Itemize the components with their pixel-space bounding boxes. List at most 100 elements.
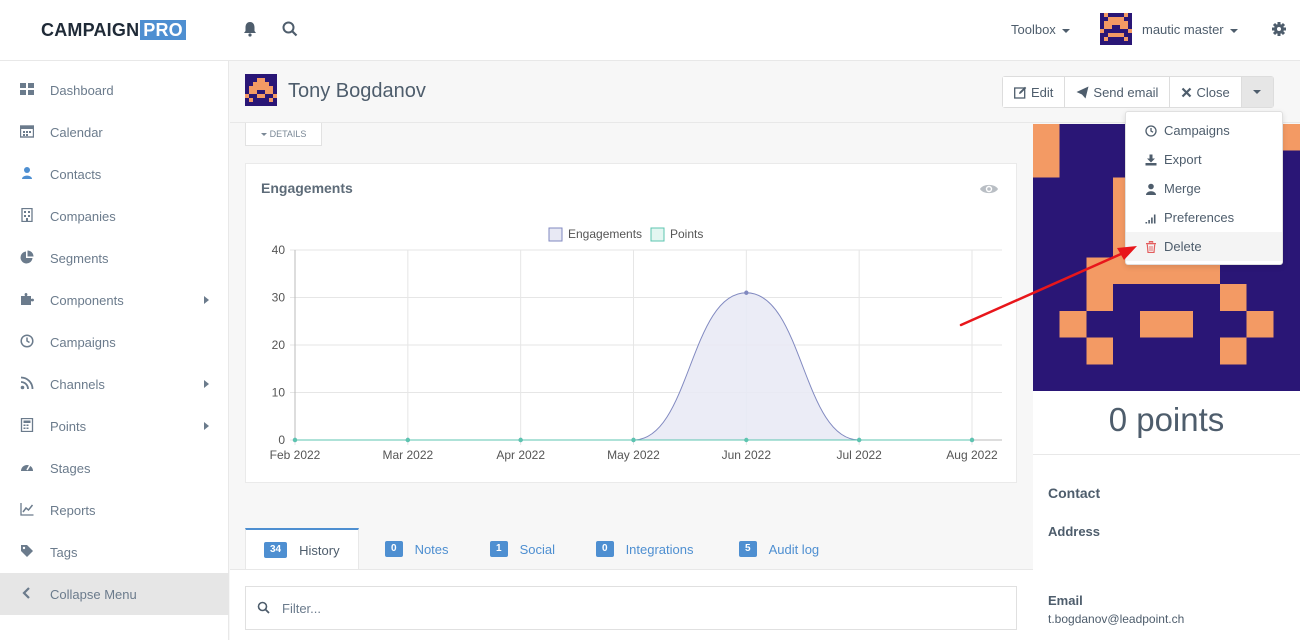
menu-item-label: Merge [1164,181,1201,196]
sidebar-item-label: Stages [50,461,91,476]
send-email-button[interactable]: Send email [1065,77,1171,107]
engagements-card: Engagements 0 10 20 30 40 Feb 2022 Mar 2022 Apr… [245,163,1017,483]
x-tick-label: Jun 2022 [722,448,772,462]
email-value[interactable]: t.bogdanov@leadpoint.ch [1048,612,1185,626]
data-point-points [744,437,749,443]
close-button[interactable]: Close [1170,77,1242,107]
menu-item-campaigns[interactable]: Campaigns [1126,116,1282,145]
sidebar-item-label: Reports [50,503,96,518]
user-menu[interactable]: mautic master [1142,22,1238,37]
toolbox-menu[interactable]: Toolbox [1011,22,1070,37]
chevron-right-icon [204,296,209,304]
brand-name: CAMPAIGN [41,20,140,40]
chevron-right-icon [204,380,209,388]
chevron-left-icon [20,586,36,602]
tab-history[interactable]: 34 History [245,528,359,570]
search-icon[interactable] [281,20,299,38]
details-toggle[interactable]: DETAILS [245,123,322,146]
tab-integrations[interactable]: 0 Integrations [596,528,694,570]
sidebar-item-segments[interactable]: Segments [0,237,229,279]
menu-item-label: Export [1164,152,1202,167]
download-icon [1145,154,1157,165]
eye-icon[interactable] [979,182,999,199]
chevron-down-icon [1061,28,1070,33]
gear-icon[interactable] [1271,21,1289,39]
sidebar-item-label: Collapse Menu [50,587,137,602]
bell-icon[interactable] [241,20,259,38]
send-icon [1076,86,1089,98]
rss-icon [20,376,36,392]
y-tick-label: 40 [272,243,286,257]
y-tick-label: 10 [272,386,286,400]
edit-icon [1014,86,1027,99]
sidebar-item-label: Segments [50,251,109,266]
series-area-engagements [295,292,972,440]
x-tick-label: Jul 2022 [836,448,882,462]
data-point-points [292,437,298,443]
brand-logo[interactable]: CAMPAIGN PRO [41,20,186,41]
menu-item-delete[interactable]: Delete [1126,232,1282,261]
pie-icon [20,250,36,266]
chevron-down-icon [1253,90,1262,94]
tab-count-badge: 1 [490,541,508,557]
sidebar: Dashboard Calendar Contacts Companies Se… [0,61,229,640]
sidebar-item-tags[interactable]: Tags [0,531,229,573]
collapse-menu-button[interactable]: Collapse Menu [0,573,229,615]
signal-icon [1145,214,1156,223]
tab-audit-log[interactable]: 5 Audit log [739,528,819,570]
toolbox-label: Toolbox [1011,22,1056,37]
menu-item-export[interactable]: Export [1126,145,1282,174]
sidebar-item-calendar[interactable]: Calendar [0,111,229,153]
sidebar-item-label: Campaigns [50,335,116,350]
sidebar-item-dashboard[interactable]: Dashboard [0,69,229,111]
contact-tabs: 34 History 0 Notes 1 Social 0 Integrations 5… [230,524,1033,570]
sidebar-item-stages[interactable]: Stages [0,447,229,489]
menu-item-preferences[interactable]: Preferences [1126,203,1282,232]
sidebar-item-companies[interactable]: Companies [0,195,229,237]
y-tick-label: 30 [272,291,286,305]
building-icon [20,207,36,224]
user-icon [1146,183,1156,195]
filter-box [245,586,1017,630]
tab-notes[interactable]: 0 Notes [385,528,449,570]
calculator-icon [20,417,36,434]
sidebar-item-label: Components [50,293,124,308]
y-tick-label: 20 [272,338,286,352]
chevron-right-icon [204,422,209,430]
tachometer-icon [20,460,36,476]
sidebar-item-reports[interactable]: Reports [0,489,229,531]
sidebar-item-contacts[interactable]: Contacts [0,153,229,195]
user-avatar[interactable] [1100,13,1132,48]
edit-button[interactable]: Edit [1003,77,1066,107]
tab-social[interactable]: 1 Social [490,528,555,570]
sidebar-item-channels[interactable]: Channels [0,363,229,405]
tab-label: Social [519,541,555,557]
sidebar-item-campaigns[interactable]: Campaigns [0,321,229,363]
legend-swatch [650,227,665,242]
menu-item-label: Campaigns [1164,123,1230,138]
contact-avatar-small [245,74,277,106]
sidebar-item-components[interactable]: Components [0,279,229,321]
address-label: Address [1048,524,1101,539]
x-tick-label: Aug 2022 [946,448,998,462]
brand-suffix: PRO [140,20,186,40]
legend-swatch [548,227,563,242]
tab-count-badge: 0 [385,541,403,557]
tab-count-badge: 0 [596,541,614,557]
more-options-button[interactable] [1241,77,1273,107]
divider [1033,454,1300,455]
line-chart-icon [20,502,36,518]
x-tick-label: Apr 2022 [496,448,545,462]
data-point-engagements [744,290,749,295]
sidebar-item-label: Contacts [50,167,102,182]
sidebar-item-points[interactable]: Points [0,405,229,447]
sidebar-item-label: Calendar [50,125,103,140]
header-button-group: Edit Send email Close [1002,76,1274,108]
user-name: mautic master [1142,22,1224,37]
points-count: 0 points [1108,401,1225,438]
tab-count-badge: 34 [264,542,288,558]
menu-item-merge[interactable]: Merge [1126,174,1282,203]
edit-button-label: Edit [1031,84,1054,100]
data-point-points [405,437,411,443]
filter-input[interactable] [282,597,982,619]
